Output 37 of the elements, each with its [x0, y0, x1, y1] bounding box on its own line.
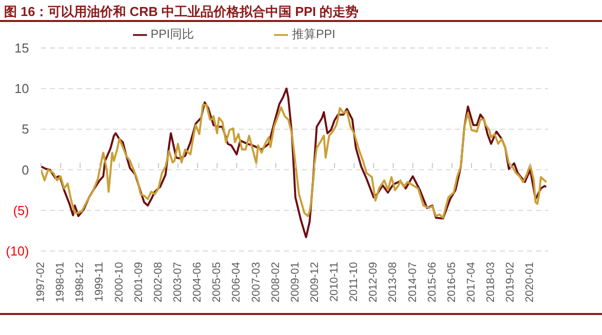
x-tick-label: 1998-12	[74, 262, 86, 302]
x-tick-label: 2006-04	[230, 262, 243, 302]
x-tick-label: 2016-05	[446, 262, 458, 302]
line-series	[41, 88, 548, 238]
x-tick-label: 2001-09	[132, 262, 145, 302]
x-tick-label: 2020-01	[524, 262, 536, 302]
y-tick-label: 10	[14, 81, 29, 96]
y-tick-label: 5	[22, 122, 29, 137]
x-tick-label: 2004-06	[192, 262, 204, 302]
x-tick-label: 2009-01	[289, 262, 302, 302]
x-tick-label: 2018-03	[485, 262, 498, 302]
y-tick-label: (10)	[6, 244, 29, 258]
x-tick-label: 2007-03	[250, 262, 262, 302]
x-tick-label: 1997-02	[35, 262, 47, 302]
x-tick-label: 1998-01	[54, 262, 67, 302]
x-tick-label: 2014-07	[406, 262, 419, 302]
x-tick-label: 2000-10	[113, 262, 126, 302]
x-tick-label: 2002-08	[152, 262, 164, 302]
x-tick-label: 2017-04	[466, 262, 478, 302]
y-tick-label: (5)	[13, 202, 29, 218]
chart-title: 图 16：可以用油价和 CRB 中工业品价格拟合中国 PPI 的走势	[4, 3, 359, 21]
x-tick-label: 2005-05	[211, 262, 224, 302]
y-tick-label: 15	[14, 40, 29, 56]
legend-label: 推算PPI	[292, 27, 336, 41]
x-tick-label: 2009-12	[308, 262, 321, 302]
x-tick-label: 1999-11	[94, 262, 106, 302]
x-tick-label: 2008-02	[270, 262, 282, 302]
x-tick-label: 2010-11	[328, 262, 341, 302]
x-tick-label: 2019-02	[504, 262, 517, 302]
x-tick-label: 2012-09	[368, 262, 380, 302]
x-tick-label: 2013-08	[387, 262, 400, 302]
x-tick-label: 2003-07	[172, 262, 184, 302]
y-tick-label: 0	[22, 162, 29, 178]
line-series	[41, 104, 548, 219]
x-tick-label: 2011-10	[348, 262, 360, 302]
legend-label: PPI同比	[150, 27, 194, 41]
x-tick-label: 2015-06	[426, 262, 438, 302]
